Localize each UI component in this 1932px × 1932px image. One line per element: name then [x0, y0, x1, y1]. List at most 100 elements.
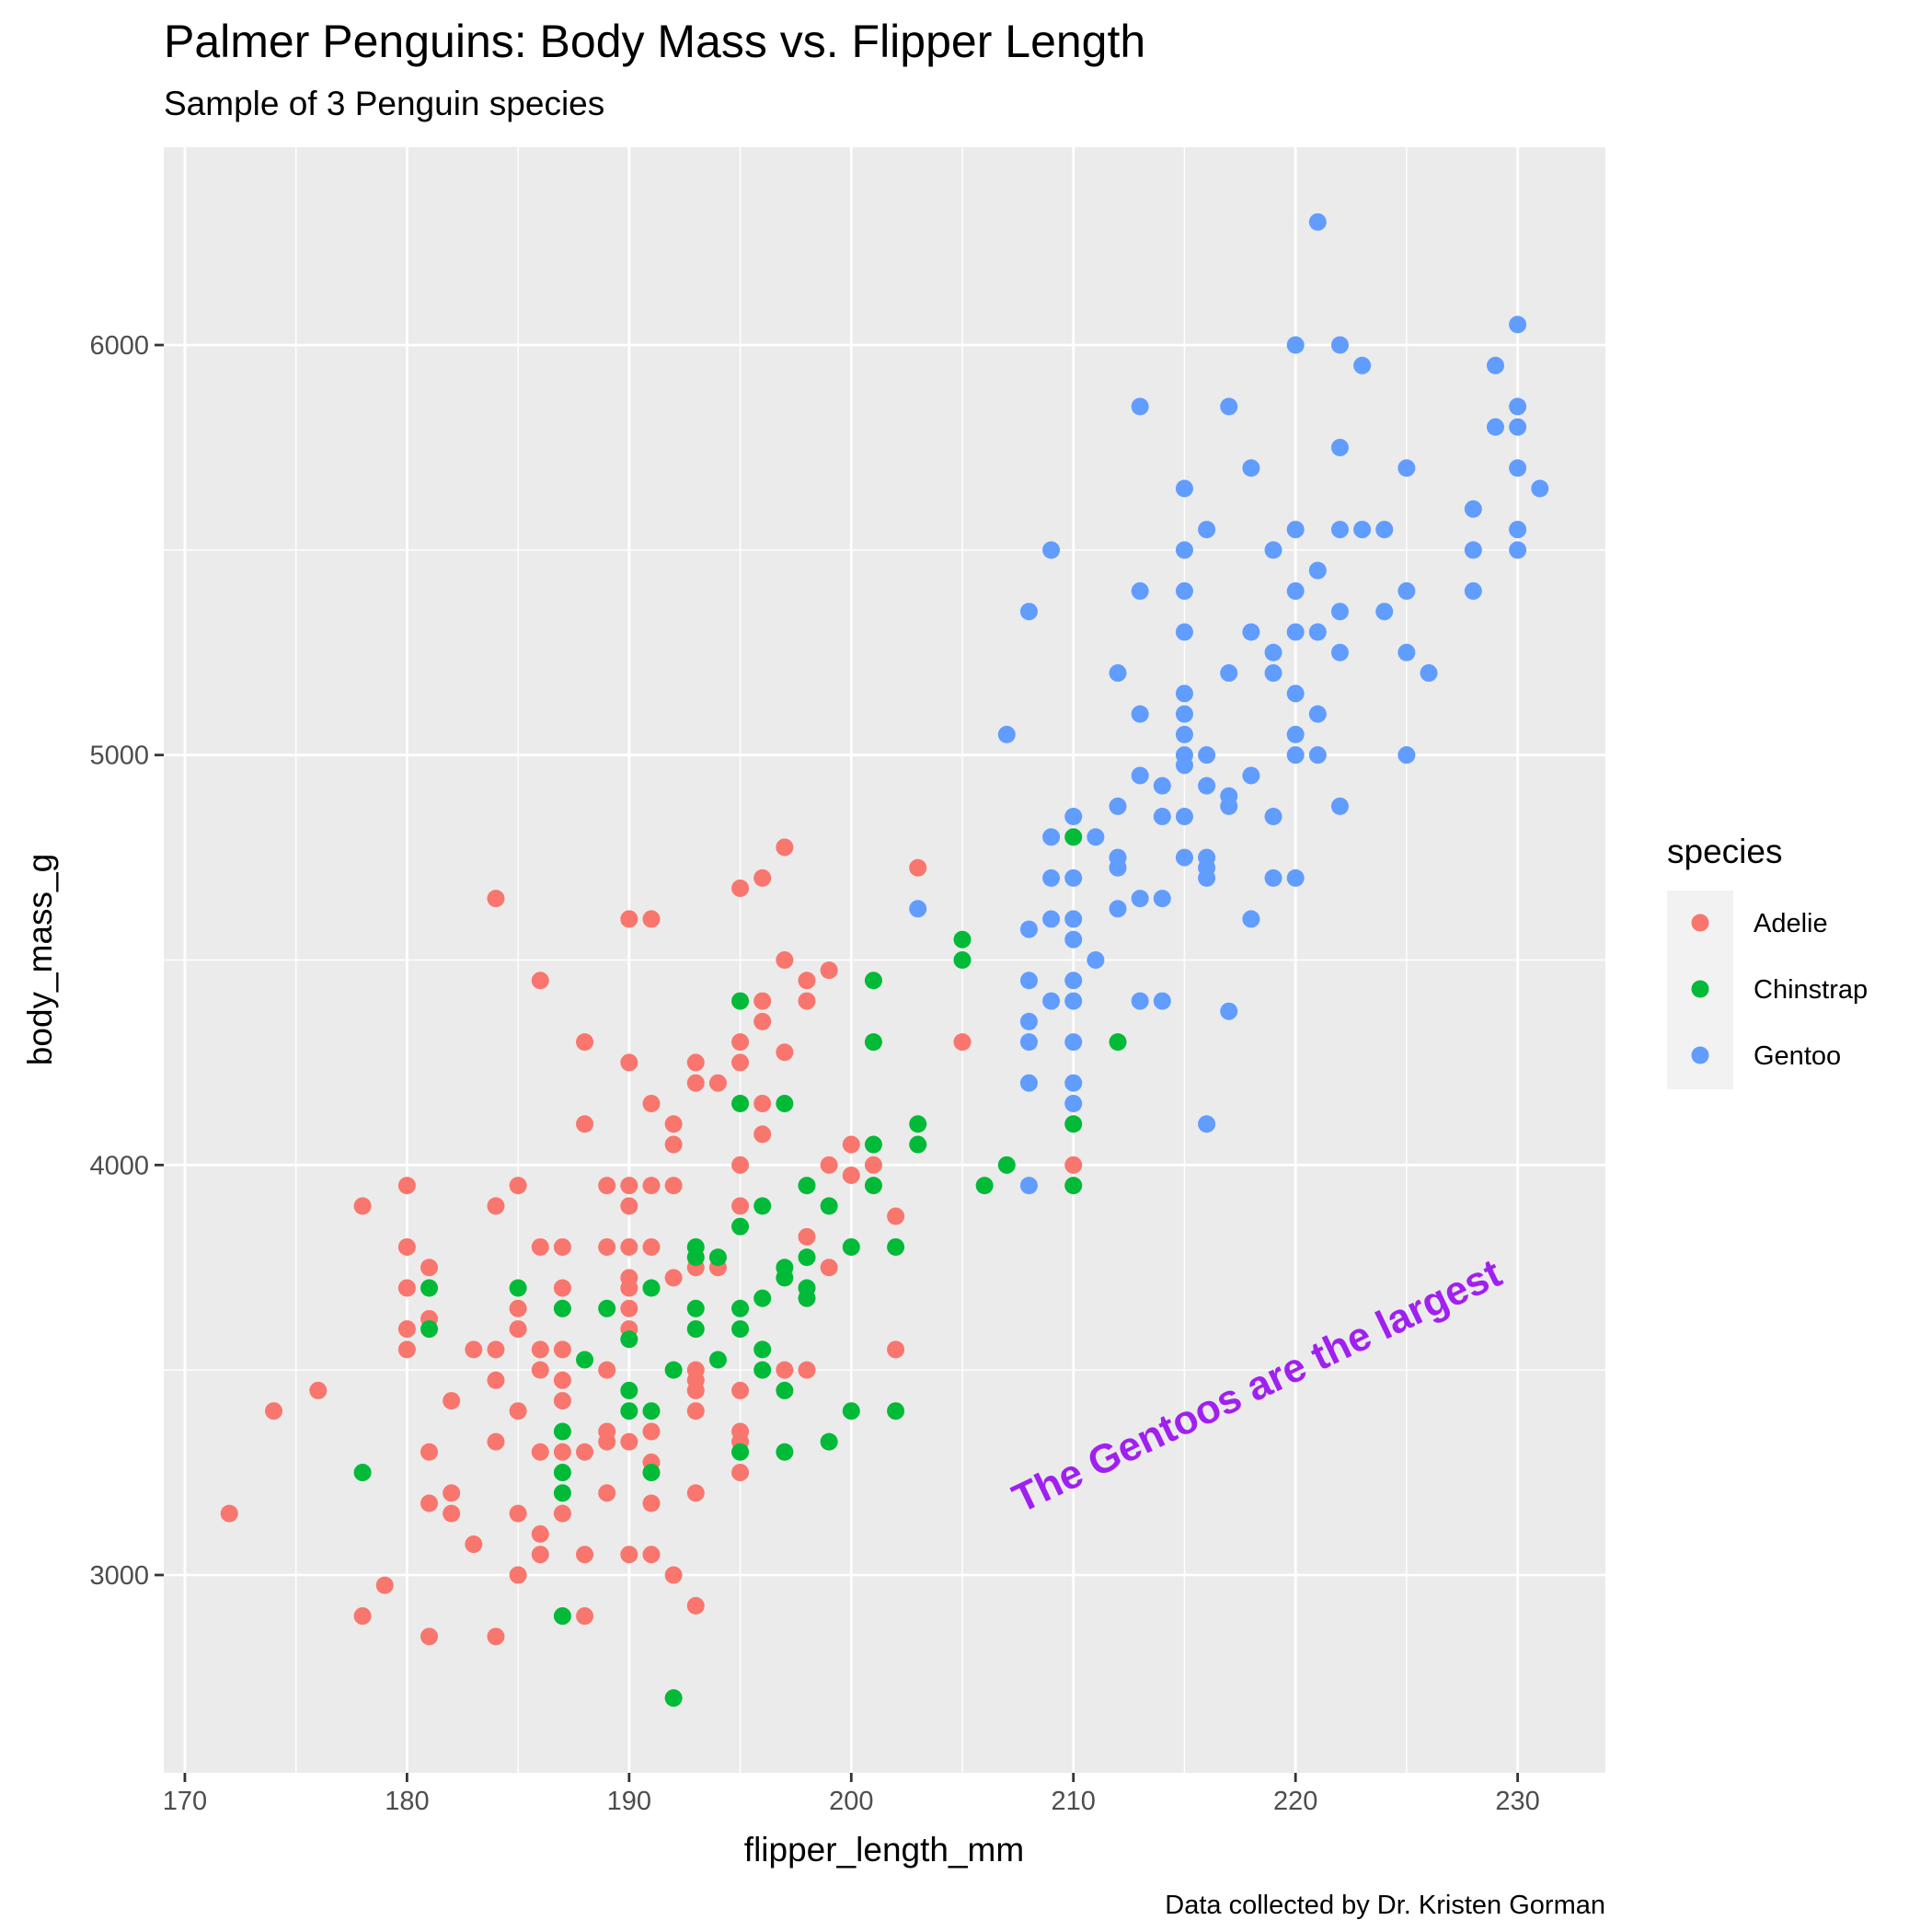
- point-gentoo: [1153, 776, 1171, 795]
- point-adelie: [820, 961, 838, 980]
- point-chinstrap: [997, 1156, 1016, 1174]
- point-chinstrap: [708, 1248, 727, 1267]
- point-chinstrap: [664, 1361, 683, 1379]
- point-adelie: [420, 1259, 439, 1277]
- point-gentoo: [1509, 521, 1527, 539]
- point-adelie: [776, 838, 794, 857]
- point-gentoo: [1531, 479, 1549, 498]
- point-gentoo: [1175, 725, 1193, 743]
- point-adelie: [776, 1043, 794, 1062]
- point-gentoo: [1397, 581, 1416, 600]
- point-chinstrap: [820, 1432, 838, 1451]
- point-gentoo: [1242, 766, 1260, 785]
- point-adelie: [576, 1546, 594, 1564]
- point-adelie: [642, 1094, 661, 1112]
- legend-title: species: [1667, 833, 1782, 870]
- point-chinstrap: [864, 1033, 882, 1052]
- point-adelie: [487, 1627, 505, 1646]
- point-chinstrap: [420, 1320, 439, 1339]
- y-tick-label: 3000: [89, 1561, 149, 1591]
- point-gentoo: [1308, 213, 1327, 231]
- point-adelie: [686, 1596, 705, 1615]
- point-adelie: [887, 1340, 905, 1359]
- point-gentoo: [1175, 479, 1193, 498]
- point-adelie: [798, 992, 816, 1010]
- point-adelie: [443, 1392, 461, 1410]
- point-adelie: [664, 1177, 683, 1195]
- point-adelie: [397, 1237, 416, 1256]
- point-gentoo: [1509, 316, 1527, 334]
- point-gentoo: [1109, 858, 1127, 877]
- point-gentoo: [1064, 930, 1083, 949]
- point-gentoo: [1087, 951, 1105, 969]
- point-gentoo: [1420, 664, 1438, 683]
- point-adelie: [620, 1177, 638, 1195]
- point-adelie: [553, 1371, 571, 1389]
- point-adelie: [664, 1269, 683, 1287]
- point-gentoo: [1064, 1094, 1083, 1112]
- point-adelie: [509, 1320, 527, 1339]
- point-adelie: [397, 1279, 416, 1297]
- point-adelie: [553, 1340, 571, 1359]
- point-adelie: [553, 1392, 571, 1410]
- point-gentoo: [1242, 910, 1260, 928]
- point-gentoo: [997, 725, 1016, 743]
- point-adelie: [642, 1546, 661, 1564]
- point-adelie: [776, 951, 794, 969]
- point-chinstrap: [576, 1351, 594, 1369]
- point-adelie: [487, 890, 505, 908]
- point-chinstrap: [731, 1217, 750, 1236]
- point-adelie: [686, 1402, 705, 1420]
- point-adelie: [642, 1422, 661, 1441]
- y-tick-label: 4000: [89, 1151, 149, 1180]
- point-chinstrap: [887, 1237, 905, 1256]
- point-adelie: [465, 1535, 483, 1554]
- point-chinstrap: [776, 1094, 794, 1112]
- point-adelie: [397, 1340, 416, 1359]
- point-adelie: [397, 1177, 416, 1195]
- point-adelie: [531, 1340, 549, 1359]
- point-adelie: [420, 1627, 439, 1646]
- point-adelie: [642, 1177, 661, 1195]
- point-gentoo: [1330, 438, 1349, 456]
- point-gentoo: [1198, 776, 1216, 795]
- point-gentoo: [1019, 972, 1038, 990]
- point-gentoo: [1509, 418, 1527, 436]
- point-adelie: [731, 1033, 750, 1052]
- legend: species Adelie Chinstrap Gentoo: [1667, 833, 1868, 1089]
- point-gentoo: [1019, 920, 1038, 938]
- point-gentoo: [1175, 541, 1193, 559]
- point-adelie: [309, 1381, 328, 1399]
- point-chinstrap: [731, 1299, 750, 1317]
- point-gentoo: [1153, 808, 1171, 826]
- point-adelie: [509, 1402, 527, 1420]
- point-adelie: [642, 1494, 661, 1512]
- point-chinstrap: [909, 1135, 927, 1154]
- point-gentoo: [1131, 397, 1149, 416]
- point-adelie: [531, 1443, 549, 1461]
- point-adelie: [509, 1177, 527, 1195]
- point-adelie: [664, 1115, 683, 1133]
- point-gentoo: [909, 900, 927, 918]
- point-adelie: [620, 1279, 638, 1297]
- point-gentoo: [1064, 808, 1083, 826]
- point-gentoo: [1509, 397, 1527, 416]
- point-gentoo: [1286, 581, 1305, 600]
- point-gentoo: [1198, 868, 1216, 887]
- point-gentoo: [1064, 972, 1083, 990]
- point-chinstrap: [620, 1402, 638, 1420]
- x-tick-label: 190: [607, 1787, 651, 1816]
- legend-key-gentoo: [1691, 1046, 1709, 1064]
- point-adelie: [509, 1566, 527, 1584]
- point-adelie: [664, 1566, 683, 1584]
- legend-label-chinstrap: Chinstrap: [1754, 975, 1868, 1005]
- point-gentoo: [1019, 1074, 1038, 1092]
- point-chinstrap: [664, 1689, 683, 1708]
- point-adelie: [598, 1237, 616, 1256]
- point-gentoo: [1397, 643, 1416, 661]
- point-adelie: [553, 1443, 571, 1461]
- point-gentoo: [1220, 664, 1238, 683]
- point-gentoo: [1264, 541, 1282, 559]
- point-adelie: [620, 1299, 638, 1317]
- point-gentoo: [1397, 746, 1416, 765]
